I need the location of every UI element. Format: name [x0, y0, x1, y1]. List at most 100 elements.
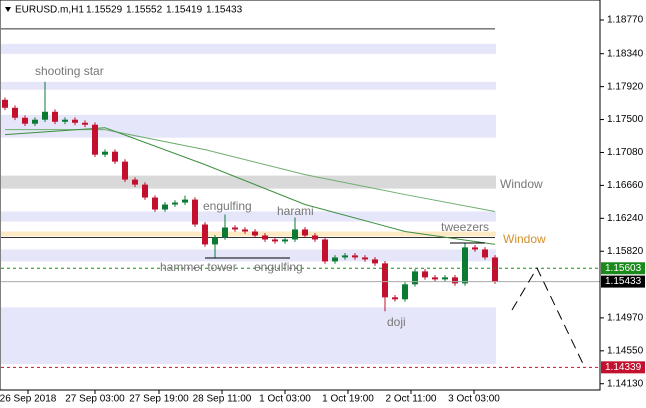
- candle-body: [272, 239, 278, 242]
- candle-body: [172, 202, 178, 205]
- candle-body: [22, 117, 28, 124]
- x-tick-label: 2 Oct 11:00: [386, 394, 437, 405]
- candle-body: [282, 239, 288, 242]
- annotation: hammer tower: [160, 260, 237, 274]
- plot: [1, 81, 600, 368]
- candle-body: [132, 179, 138, 185]
- y-tick-label: 1.17920: [607, 81, 644, 92]
- header-close: 1.15433: [206, 5, 243, 16]
- candle-body: [192, 199, 198, 225]
- x-tick-label: 3 Oct 03:00: [448, 394, 500, 405]
- x-tick-label: 1 Oct 19:00: [322, 394, 374, 405]
- candle-body: [242, 229, 248, 232]
- candle-body: [322, 239, 328, 262]
- projection-line: [511, 266, 586, 369]
- axes: 1.18770 1.18340 1.17920 1.17500 1.17080 1.166…: [0, 15, 644, 405]
- candle-body: [252, 231, 258, 236]
- candle-body: [122, 161, 128, 180]
- header-arrow: [5, 7, 11, 12]
- price-labels: 1.15603 1.15433 1.14339: [601, 262, 645, 374]
- candle-body: [352, 255, 358, 258]
- candle-body: [482, 249, 488, 258]
- candle-body: [342, 255, 348, 258]
- candle-body: [302, 229, 308, 236]
- annotation: Window: [500, 177, 543, 191]
- candle-body: [32, 119, 38, 124]
- candle-body: [262, 235, 268, 240]
- y-tick-label: 1.18770: [607, 15, 644, 26]
- candle-body: [82, 122, 88, 125]
- y-tick-label: 1.16240: [607, 213, 644, 224]
- plot-frame: [0, 0, 601, 391]
- candle-body: [102, 151, 108, 155]
- candle-body: [472, 247, 478, 250]
- price-label: 1.15603: [605, 263, 642, 274]
- candle-body: [152, 197, 158, 210]
- candle-body: [42, 111, 48, 120]
- zones: [1, 28, 496, 365]
- candle-body: [142, 184, 148, 198]
- annotation: harami: [277, 204, 314, 218]
- candle-body: [402, 284, 408, 300]
- y-tick-label: 1.14550: [607, 345, 644, 356]
- candle-body: [422, 271, 428, 278]
- candle-body: [442, 277, 448, 280]
- price-label-box: [601, 361, 645, 374]
- candle-body: [462, 247, 468, 284]
- candle-body: [182, 199, 188, 203]
- candle-body: [202, 224, 208, 245]
- annotation: engulfing: [254, 260, 303, 274]
- price-label-box: [601, 275, 645, 288]
- candle-body: [412, 271, 418, 285]
- y-tick-label: 1.14130: [607, 378, 644, 389]
- annotation: tweezers: [441, 220, 489, 234]
- moving-average: [4, 127, 496, 245]
- candle-body: [12, 107, 18, 118]
- y-tick-label: 1.15820: [607, 246, 644, 257]
- candle-body: [382, 263, 388, 298]
- annotation: engulfing: [203, 199, 252, 213]
- annotation: shooting star: [35, 64, 104, 78]
- annotation: Window: [503, 232, 546, 246]
- moving-average: [5, 129, 496, 212]
- candle-body: [62, 119, 68, 122]
- x-tick-label: 1 Oct 03:00: [259, 394, 311, 405]
- zone: [1, 231, 496, 237]
- candle-body: [362, 257, 368, 260]
- candle-body: [92, 124, 98, 155]
- candle-body: [452, 277, 458, 284]
- y-tick-label: 1.17080: [607, 147, 644, 158]
- candle-body: [332, 257, 338, 262]
- candle-body: [162, 204, 168, 210]
- y-tick-label: 1.17500: [607, 114, 644, 125]
- header-open: 1.15529: [86, 5, 123, 16]
- candle-body: [222, 227, 228, 238]
- zone: [1, 249, 496, 262]
- candle-body: [112, 151, 118, 162]
- y-tick-label: 1.14970: [607, 313, 644, 324]
- candle-body: [292, 229, 298, 240]
- candle-body: [492, 257, 498, 282]
- zone: [1, 114, 496, 138]
- zone: [1, 43, 496, 54]
- price-label: 1.15433: [605, 276, 642, 287]
- x-tick-label: 26 Sep 2018: [0, 394, 57, 405]
- zone: [1, 81, 496, 90]
- candle-body: [372, 259, 378, 264]
- symbol: EURUSD.m,H1: [15, 5, 84, 16]
- y-tick-label: 1.18340: [607, 48, 644, 59]
- price-label: 1.14339: [605, 362, 642, 373]
- price-label-box: [601, 262, 645, 275]
- candle-body: [232, 227, 238, 230]
- candle-body: [432, 277, 438, 280]
- x-tick-label: 27 Sep 19:00: [129, 394, 189, 405]
- x-tick-label: 27 Sep 03:00: [65, 394, 125, 405]
- zone: [1, 307, 496, 365]
- x-tick-label: 28 Sep 11:00: [193, 394, 252, 405]
- candle-body: [212, 237, 218, 245]
- candle-body: [392, 297, 398, 300]
- header-low: 1.15419: [166, 5, 203, 16]
- y-tick-label: 1.16660: [607, 180, 644, 191]
